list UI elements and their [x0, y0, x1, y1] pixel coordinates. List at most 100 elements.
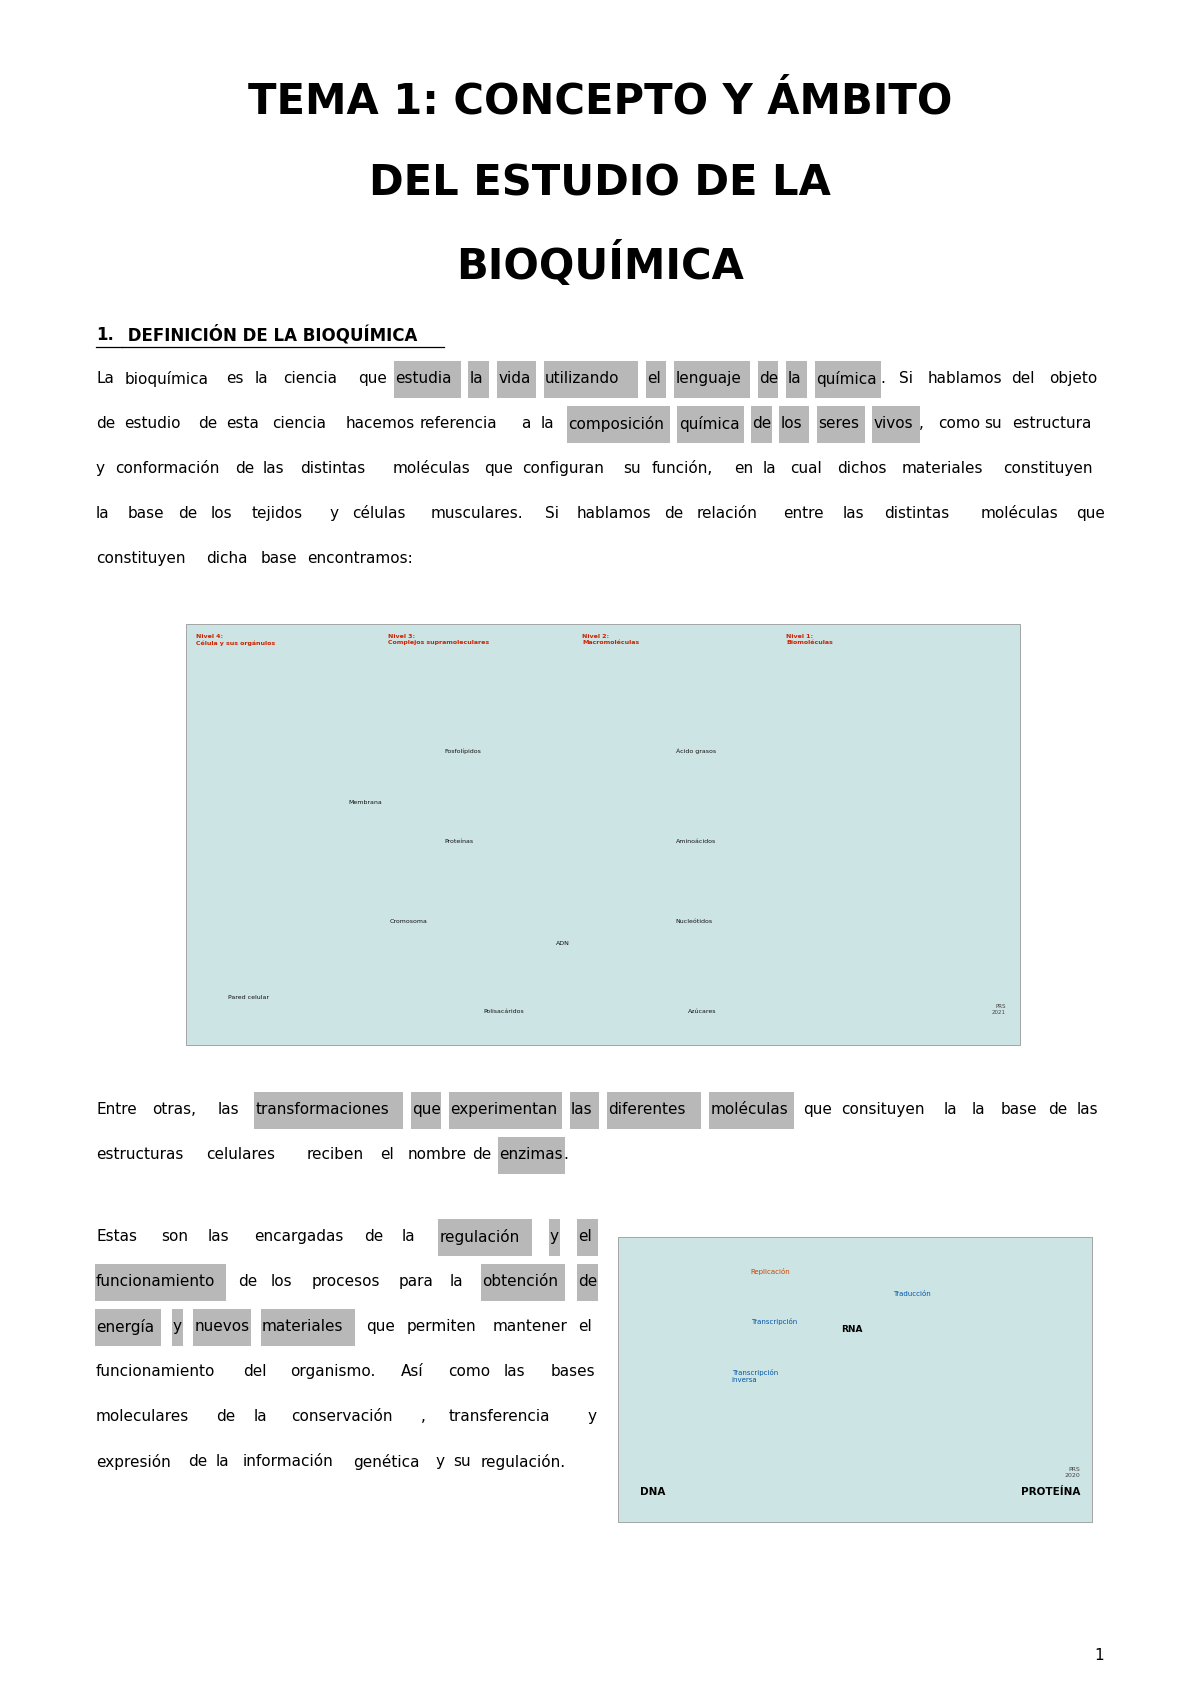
Text: encargadas: encargadas: [254, 1229, 343, 1245]
Text: lenguaje: lenguaje: [676, 372, 742, 385]
Text: de: de: [752, 416, 772, 431]
Text: estudio: estudio: [124, 416, 180, 431]
Text: moléculas: moléculas: [392, 462, 470, 475]
Text: la: la: [215, 1455, 229, 1469]
Text: moléculas: moléculas: [710, 1102, 788, 1117]
Text: Nucleótidos: Nucleótidos: [676, 919, 713, 924]
Text: que: que: [1076, 506, 1105, 521]
Text: 1.: 1.: [96, 326, 114, 343]
Text: materiales: materiales: [901, 462, 983, 475]
FancyBboxPatch shape: [394, 360, 461, 397]
Text: Si: Si: [899, 372, 913, 385]
Text: como: como: [938, 416, 980, 431]
Text: La: La: [96, 372, 114, 385]
Text: PROTEÍNA: PROTEÍNA: [1021, 1487, 1080, 1498]
Text: estructuras: estructuras: [96, 1148, 184, 1161]
Text: celulares: celulares: [206, 1148, 275, 1161]
Text: mantener: mantener: [492, 1319, 568, 1335]
Text: referencia: referencia: [420, 416, 498, 431]
Text: entre: entre: [784, 506, 824, 521]
Text: base: base: [1001, 1102, 1037, 1117]
Text: Transcripción: Transcripción: [751, 1318, 797, 1326]
Text: tejidos: tejidos: [252, 506, 302, 521]
FancyBboxPatch shape: [779, 406, 809, 443]
FancyBboxPatch shape: [815, 360, 881, 397]
Text: 1: 1: [1094, 1649, 1104, 1662]
Text: el: el: [578, 1319, 592, 1335]
Text: Transcripción
inversa: Transcripción inversa: [732, 1369, 778, 1384]
FancyBboxPatch shape: [548, 1219, 560, 1257]
Text: de: de: [198, 416, 217, 431]
Text: del: del: [1012, 372, 1034, 385]
Text: el: el: [380, 1148, 394, 1161]
Text: los: los: [210, 506, 232, 521]
Text: regulación.: regulación.: [481, 1453, 566, 1470]
Text: y: y: [436, 1455, 444, 1469]
Text: cual: cual: [791, 462, 822, 475]
Text: expresión: expresión: [96, 1453, 170, 1470]
Text: materiales: materiales: [262, 1319, 343, 1335]
Text: enzimas: enzimas: [499, 1148, 563, 1161]
Text: que: que: [366, 1319, 395, 1335]
Text: de: de: [1048, 1102, 1067, 1117]
Text: transferencia: transferencia: [449, 1409, 551, 1425]
Text: el: el: [578, 1229, 592, 1245]
Text: bases: bases: [551, 1365, 595, 1379]
Text: nombre: nombre: [408, 1148, 467, 1161]
Text: de: de: [216, 1409, 235, 1425]
Text: seres: seres: [817, 416, 859, 431]
Text: y: y: [550, 1229, 559, 1245]
FancyBboxPatch shape: [816, 406, 865, 443]
FancyBboxPatch shape: [449, 1092, 562, 1129]
Text: composición: composición: [568, 416, 664, 431]
Text: Nivel 4:
Célula y sus orgánulos: Nivel 4: Célula y sus orgánulos: [196, 633, 275, 645]
Text: relación: relación: [696, 506, 757, 521]
Text: del: del: [244, 1365, 268, 1379]
FancyBboxPatch shape: [872, 406, 920, 443]
Text: las: las: [504, 1365, 526, 1379]
Text: organismo.: organismo.: [290, 1365, 376, 1379]
Text: obtención: obtención: [481, 1275, 558, 1289]
FancyBboxPatch shape: [751, 406, 772, 443]
FancyBboxPatch shape: [678, 406, 744, 443]
Text: funcionamiento: funcionamiento: [96, 1365, 215, 1379]
Text: DEL ESTUDIO DE LA: DEL ESTUDIO DE LA: [370, 163, 830, 204]
FancyBboxPatch shape: [95, 1263, 226, 1301]
Text: Estas: Estas: [96, 1229, 137, 1245]
Text: conservación: conservación: [292, 1409, 392, 1425]
Text: la: la: [96, 506, 109, 521]
Text: consituyen: consituyen: [841, 1102, 925, 1117]
Text: la: la: [469, 372, 484, 385]
Text: la: la: [450, 1275, 463, 1289]
Text: de: de: [758, 372, 778, 385]
Text: moleculares: moleculares: [96, 1409, 190, 1425]
Text: genética: genética: [353, 1453, 419, 1470]
Text: Así: Así: [401, 1365, 424, 1379]
FancyBboxPatch shape: [186, 623, 1020, 1044]
Text: hablamos: hablamos: [577, 506, 652, 521]
Text: los: los: [780, 416, 802, 431]
Text: Fosfolípidos: Fosfolípidos: [444, 749, 481, 754]
Text: TEMA 1: CONCEPTO Y ÁMBITO: TEMA 1: CONCEPTO Y ÁMBITO: [248, 82, 952, 122]
Text: bioquímica: bioquímica: [125, 370, 209, 387]
Text: que: que: [413, 1102, 442, 1117]
Text: su: su: [623, 462, 641, 475]
Text: y: y: [330, 506, 338, 521]
Text: su: su: [454, 1455, 472, 1469]
Text: distintas: distintas: [884, 506, 949, 521]
Text: experimentan: experimentan: [450, 1102, 558, 1117]
Text: otras,: otras,: [152, 1102, 197, 1117]
Text: función,: función,: [652, 462, 713, 475]
Text: el: el: [647, 372, 660, 385]
Text: de: de: [187, 1455, 206, 1469]
Text: de: de: [578, 1275, 598, 1289]
FancyBboxPatch shape: [480, 1263, 565, 1301]
Text: transformaciones: transformaciones: [256, 1102, 389, 1117]
FancyBboxPatch shape: [172, 1309, 184, 1347]
Text: PRS
2020: PRS 2020: [1064, 1467, 1080, 1477]
FancyBboxPatch shape: [254, 1092, 403, 1129]
Text: estudia: estudia: [395, 372, 452, 385]
Text: hablamos: hablamos: [928, 372, 1002, 385]
Text: química: química: [816, 370, 876, 387]
Text: Pared celular: Pared celular: [228, 995, 269, 1000]
